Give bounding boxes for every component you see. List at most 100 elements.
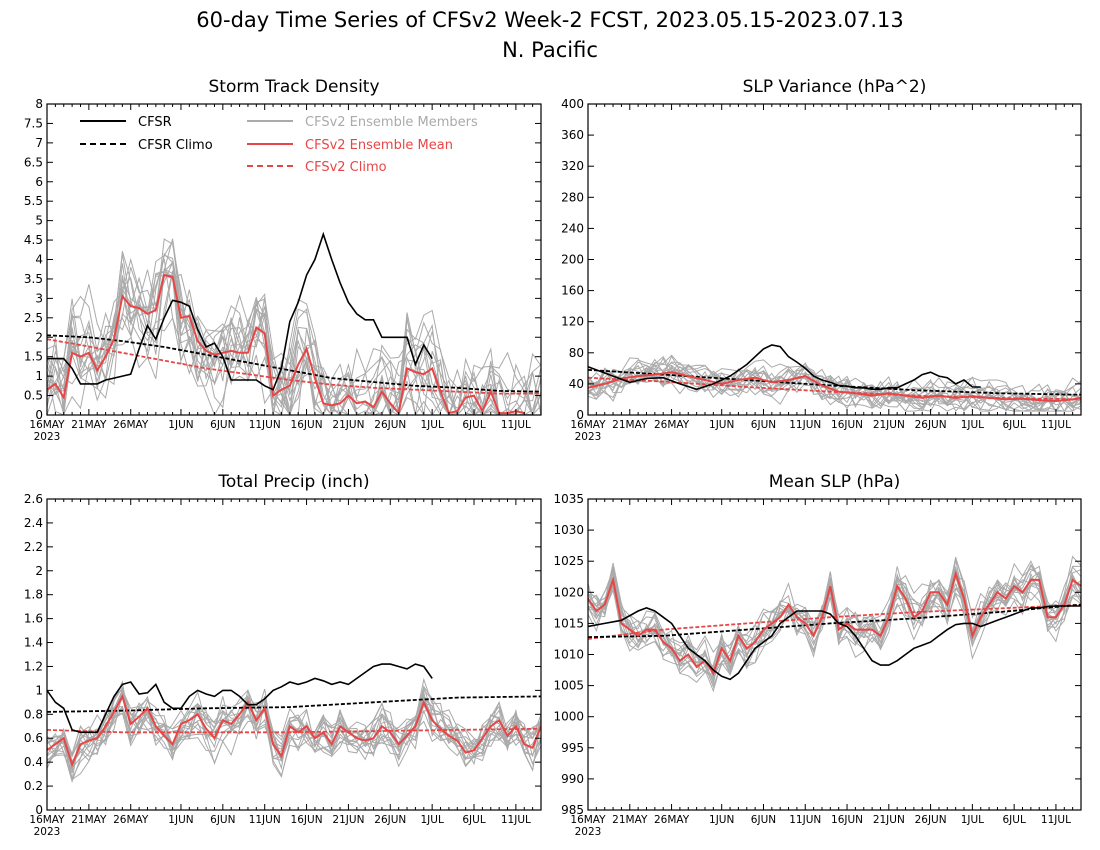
x-tick-label: 26MAY — [113, 814, 149, 826]
y-tick-label: 1.8 — [24, 588, 43, 602]
legend-label-mean: CFSv2 Ensemble Mean — [305, 138, 453, 153]
x-tick-label: 16JUN — [831, 419, 863, 431]
y-tick-label: 1035 — [553, 492, 584, 506]
x-tick-label: 21MAY — [612, 419, 648, 431]
plot-frame — [587, 103, 1082, 416]
y-tick-label: 8 — [35, 97, 43, 111]
y-tick-label: 1.4 — [24, 636, 43, 650]
y-tick-label: 400 — [561, 97, 584, 111]
x-tick-label: 16MAY — [570, 814, 606, 826]
panel-title: Mean SLP (hPa) — [769, 472, 901, 492]
y-tick-label: 1030 — [553, 523, 584, 537]
y-tick-label: 1010 — [553, 648, 584, 662]
ensemble-member-line — [47, 299, 541, 415]
y-tick-label: 7.5 — [24, 116, 43, 130]
ensemble-member-line — [588, 357, 1081, 413]
y-tick-label: 0.2 — [24, 779, 43, 793]
y-tick-label: 1005 — [553, 679, 584, 693]
x-tick-label: 1JUN — [168, 814, 193, 826]
x-tick-label: 21JUN — [873, 814, 905, 826]
x-tick-label: 16MAY — [29, 814, 65, 826]
x-tick-label: 26MAY — [113, 419, 149, 431]
x-tick-label: 21MAY — [612, 814, 648, 826]
x-year-label: 2023 — [34, 826, 61, 838]
y-tick-label: 80 — [569, 346, 584, 360]
y-tick-label: 6 — [35, 175, 43, 189]
x-tick-label: 16JUN — [291, 419, 323, 431]
plot-frame — [46, 498, 542, 811]
cfsv2-climo-line — [47, 338, 541, 395]
x-tick-label: 21MAY — [71, 419, 107, 431]
y-tick-label: 1020 — [553, 585, 584, 599]
cfsv2-climo-line — [47, 727, 541, 734]
x-tick-label: 11JUN — [249, 419, 281, 431]
y-tick-label: 1.2 — [24, 659, 43, 673]
y-tick-label: 2.2 — [24, 540, 43, 554]
ensemble-mean-line — [588, 570, 1081, 676]
x-tick-label: 21MAY — [71, 814, 107, 826]
ensemble-member-line — [588, 357, 1081, 412]
x-tick-label: 11JUN — [789, 419, 821, 431]
y-tick-label: 0.5 — [24, 389, 43, 403]
x-tick-label: 26JUN — [374, 814, 406, 826]
x-tick-label: 6JUN — [210, 419, 235, 431]
y-tick-label: 0 — [35, 803, 43, 817]
x-tick-label: 21JUN — [332, 814, 364, 826]
y-tick-label: 0 — [576, 408, 584, 422]
ensemble-member-line — [47, 238, 541, 415]
chart-panel-4: Mean SLP (hPa) 985 990 995 1000 1005 1010 1015 1… — [553, 472, 1082, 838]
x-tick-label: 1JUN — [168, 419, 193, 431]
plot-area — [47, 663, 541, 784]
x-tick-label: 11JUN — [789, 814, 821, 826]
y-tick-label: 2.5 — [24, 311, 43, 325]
ensemble-member-line — [47, 687, 541, 781]
x-tick-label: 6JUN — [210, 814, 235, 826]
x-year-label: 2023 — [575, 431, 602, 443]
x-tick-label: 1JUN — [709, 419, 734, 431]
cfsr-line — [588, 605, 1081, 681]
cfsr-climo-line — [588, 369, 1081, 396]
plot-area — [47, 231, 541, 415]
x-tick-label: 1JUL — [420, 814, 443, 826]
y-tick-label: 280 — [561, 190, 584, 204]
y-tick-label: 240 — [561, 221, 584, 235]
legend-label-members: CFSv2 Ensemble Members — [305, 115, 478, 130]
cfsr-line — [588, 344, 981, 391]
y-tick-label: 2 — [35, 564, 43, 578]
ensemble-mean-line — [47, 273, 525, 415]
cfsr-climo-line — [47, 334, 541, 393]
cfsv2-climo-line — [588, 603, 1081, 640]
y-tick-label: 1.6 — [24, 612, 43, 626]
y-tick-label: 2.6 — [24, 492, 43, 506]
x-tick-label: 16MAY — [29, 419, 65, 431]
y-tick-label: 985 — [561, 803, 584, 817]
cfsr-climo-line — [588, 603, 1081, 638]
cfsr-climo-line — [47, 695, 541, 713]
y-tick-label: 0.8 — [24, 707, 43, 721]
ensemble-member-line — [588, 565, 1081, 688]
y-tick-label: 360 — [561, 128, 584, 142]
ensemble-member-line — [588, 555, 1081, 671]
x-tick-label: 6JUN — [751, 814, 776, 826]
y-tick-label: 995 — [561, 741, 584, 755]
cfsr-line — [47, 231, 433, 391]
x-year-label: 2023 — [34, 431, 61, 443]
ensemble-member-line — [47, 258, 541, 415]
figure-title-line2: N. Pacific — [502, 38, 598, 62]
x-tick-label: 26MAY — [654, 419, 690, 431]
y-tick-label: 0.6 — [24, 731, 43, 745]
x-tick-label: 11JUL — [1041, 814, 1071, 826]
x-tick-label: 26JUN — [915, 814, 947, 826]
y-tick-label: 160 — [561, 284, 584, 298]
ensemble-member-line — [47, 688, 541, 771]
y-tick-label: 6.5 — [24, 155, 43, 169]
chart-panel-2: SLP Variance (hPa^2) 0 40 80 120 160 200 240 280… — [561, 77, 1082, 443]
x-tick-label: 11JUL — [501, 419, 531, 431]
y-tick-label: 4 — [35, 253, 43, 267]
x-tick-label: 21JUN — [332, 419, 364, 431]
y-tick-label: 7 — [35, 136, 43, 150]
ensemble-member-line — [588, 572, 1081, 680]
x-year-label: 2023 — [575, 826, 602, 838]
x-tick-label: 6JUL — [1002, 419, 1025, 431]
plot-area — [588, 555, 1081, 693]
